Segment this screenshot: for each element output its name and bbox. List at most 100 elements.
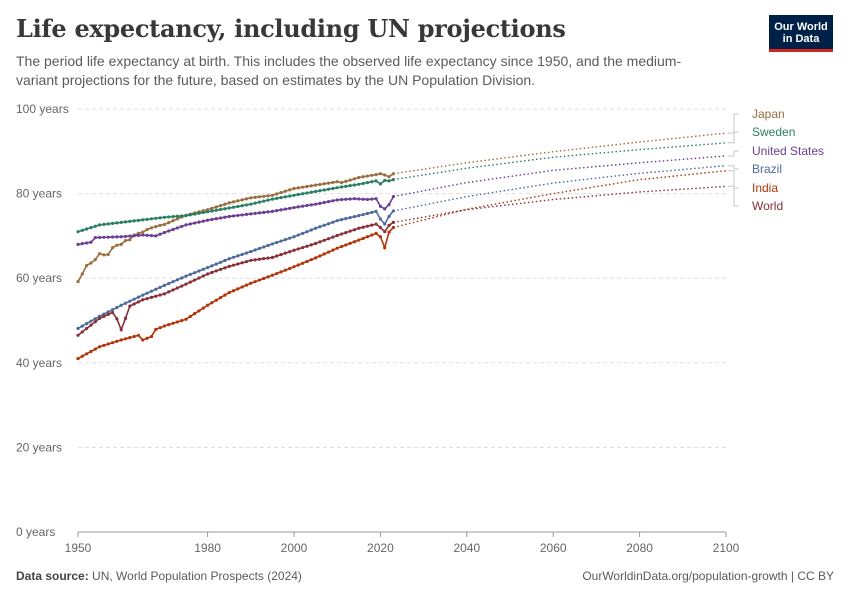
data-point-brazil-1974 — [180, 276, 184, 280]
data-point-united-states-1985 — [227, 214, 231, 219]
series-brazil[interactable] — [76, 165, 727, 331]
data-point-india-1957 — [106, 342, 110, 346]
data-point-world-2004 — [309, 243, 313, 247]
data-point-world-1979 — [201, 274, 205, 278]
data-point-brazil-1982 — [214, 262, 218, 266]
axes: 0 years 20 years 40 years 60 years 80 years 1… — [16, 102, 740, 555]
data-point-brazil-1958 — [110, 308, 115, 312]
data-point-india-2004 — [309, 258, 313, 262]
legend-label-world[interactable]: World — [752, 199, 783, 213]
data-point-united-states-1952 — [85, 241, 89, 245]
data-point-united-states-2000 — [292, 205, 296, 210]
data-point-sweden-1975 — [184, 213, 188, 218]
data-point-sweden-2007 — [322, 188, 326, 192]
owid-logo[interactable]: Our World in Data — [769, 15, 833, 52]
data-point-united-states-1989 — [244, 212, 249, 217]
data-point-sweden-1956 — [102, 222, 106, 226]
series-india[interactable] — [76, 170, 727, 361]
series-sweden[interactable] — [76, 142, 727, 234]
data-point-brazil-2020 — [378, 217, 382, 221]
source-text[interactable]: UN, World Population Prospects (2024) — [92, 569, 302, 583]
legend-label-india[interactable]: India — [752, 181, 778, 195]
data-point-brazil-1991 — [253, 248, 257, 252]
data-point-india-2019 — [374, 231, 378, 235]
data-point-brazil-1998 — [283, 238, 287, 242]
data-point-united-states-2013 — [348, 197, 352, 201]
data-point-sweden-1980 — [206, 210, 210, 214]
legend-label-brazil[interactable]: Brazil — [752, 162, 782, 176]
data-point-sweden-2010 — [335, 186, 339, 190]
data-point-united-states-1972 — [171, 227, 175, 232]
data-point-world-1994 — [266, 256, 270, 260]
data-point-world-2021 — [383, 230, 387, 234]
data-point-india-1988 — [240, 285, 244, 289]
data-point-sweden-2014 — [352, 183, 357, 187]
data-point-brazil-1964 — [136, 295, 141, 299]
data-point-sweden-1970 — [162, 215, 166, 219]
data-point-united-states-1969 — [158, 232, 162, 236]
legend-connector-brazil — [728, 165, 739, 170]
data-point-brazil-1965 — [141, 293, 145, 297]
data-point-sweden-1987 — [236, 204, 240, 209]
x-tick-label-2060: 2060 — [540, 541, 567, 555]
series-japan[interactable] — [76, 132, 727, 284]
data-point-india-1984 — [223, 293, 227, 297]
data-point-united-states-1963 — [132, 234, 136, 238]
data-point-united-states-1954 — [93, 235, 97, 240]
data-point-india-1963 — [132, 334, 136, 339]
data-point-world-1967 — [149, 295, 154, 300]
legend-label-united-states[interactable]: United States — [752, 144, 824, 158]
data-point-india-1994 — [266, 275, 270, 279]
projection-line-brazil — [393, 165, 727, 212]
data-point-united-states-2009 — [331, 199, 335, 203]
data-point-japan-1985 — [227, 201, 231, 205]
data-point-united-states-1964 — [136, 233, 141, 237]
footer-url[interactable]: OurWorldinData.org/population-growth | C… — [582, 569, 834, 583]
data-point-world-2017 — [365, 224, 370, 228]
data-point-united-states-1978 — [197, 220, 201, 224]
data-point-brazil-2016 — [361, 212, 365, 217]
data-point-world-1974 — [180, 284, 184, 288]
data-point-world-2002 — [301, 245, 305, 250]
data-point-india-1989 — [244, 283, 249, 287]
data-point-japan-1996 — [275, 192, 279, 196]
data-point-united-states-1995 — [270, 209, 274, 213]
data-point-japan-1956 — [102, 253, 106, 257]
legend-connector-sweden — [728, 131, 739, 144]
data-point-world-2003 — [305, 244, 309, 248]
data-point-japan-1983 — [218, 204, 223, 208]
legend-label-japan[interactable]: Japan — [752, 107, 785, 121]
series-world[interactable] — [76, 185, 727, 337]
data-point-india-2016 — [361, 236, 365, 241]
data-point-brazil-1994 — [266, 243, 270, 248]
data-point-brazil-2021 — [383, 222, 387, 226]
data-point-sweden-2001 — [296, 192, 300, 197]
data-point-japan-2007 — [322, 182, 326, 186]
series-lines — [76, 132, 727, 361]
y-tick-label-80: 80 years — [16, 187, 62, 201]
data-point-united-states-2012 — [344, 197, 348, 201]
data-point-united-states-1959 — [115, 235, 119, 239]
data-point-world-1969 — [158, 293, 162, 297]
data-point-united-states-1950 — [76, 242, 80, 246]
data-point-world-2018 — [370, 223, 374, 227]
data-point-world-2013 — [348, 229, 352, 233]
data-point-india-1999 — [288, 266, 292, 271]
data-point-united-states-1990 — [249, 212, 253, 216]
series-united-states[interactable] — [76, 155, 727, 246]
data-point-sweden-1991 — [253, 201, 257, 205]
data-point-world-1964 — [136, 300, 141, 304]
data-point-united-states-1983 — [218, 216, 223, 220]
data-point-brazil-1956 — [102, 312, 106, 316]
data-point-japan-1955 — [98, 252, 102, 256]
data-point-world-2019 — [374, 222, 378, 226]
data-point-united-states-1962 — [128, 234, 132, 238]
data-point-brazil-2000 — [292, 235, 296, 239]
data-point-sweden-2015 — [357, 182, 361, 186]
data-point-india-2018 — [370, 233, 374, 237]
data-point-world-1953 — [89, 323, 93, 327]
legend-label-sweden[interactable]: Sweden — [752, 125, 795, 139]
logo-line2: in Data — [782, 33, 820, 45]
data-point-united-states-1984 — [223, 215, 227, 219]
